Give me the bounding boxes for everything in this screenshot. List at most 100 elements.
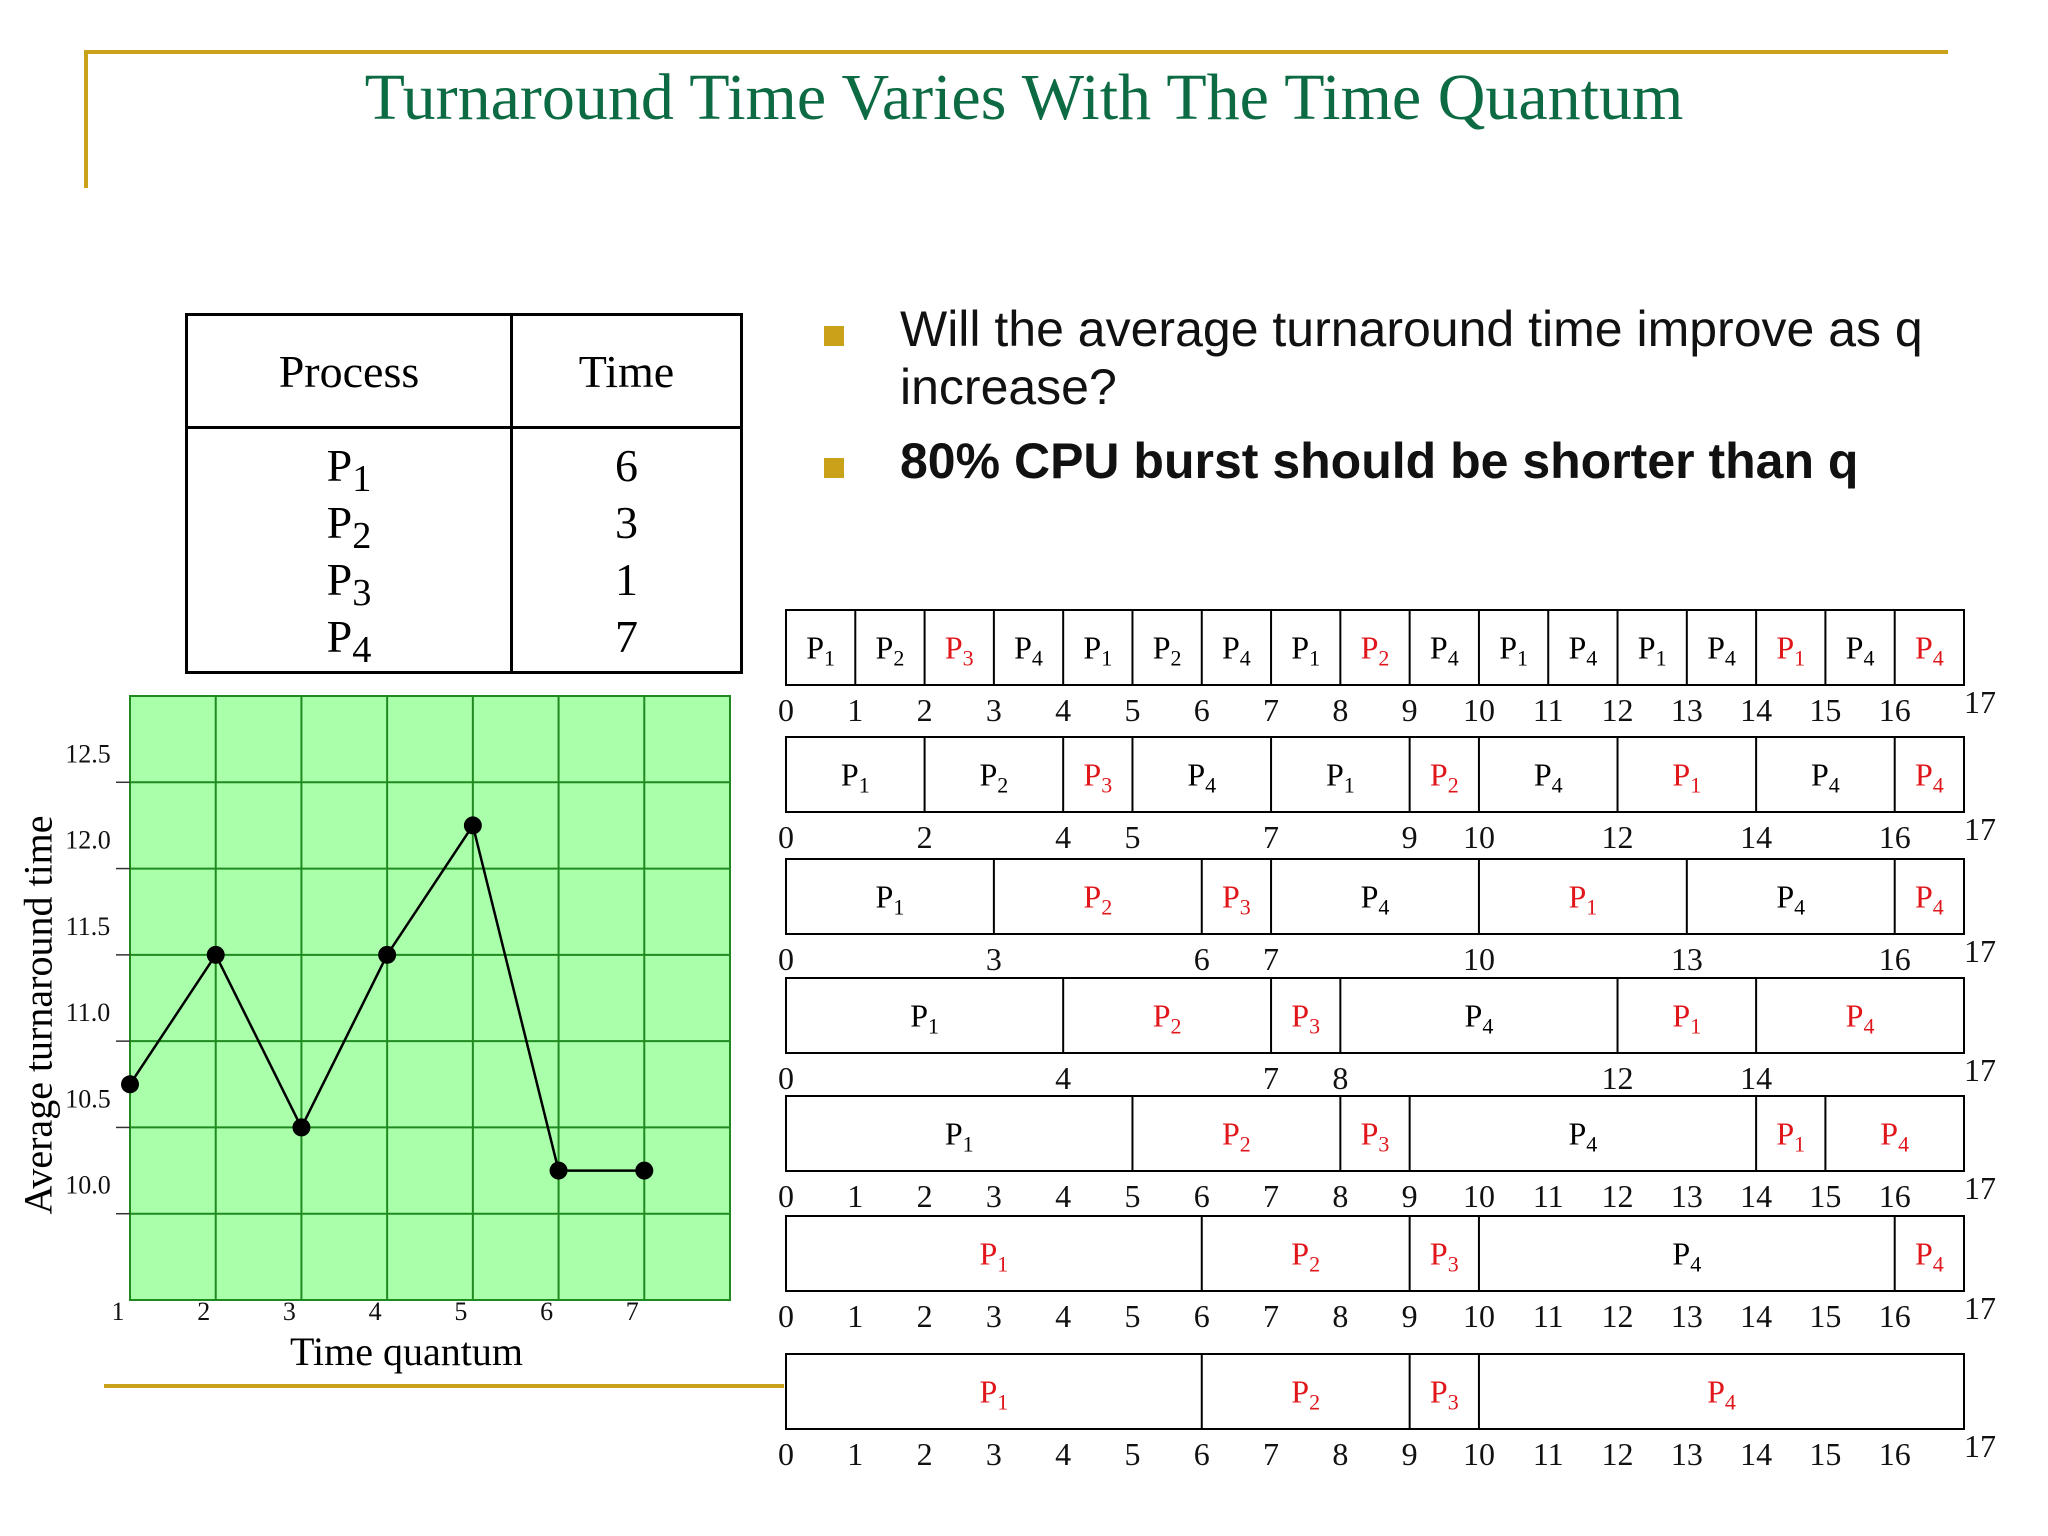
process-column-header: Process (186, 314, 512, 429)
chart-x-axis-label: Time quantum (290, 1329, 523, 1374)
gantt-tick-label: 16 (1879, 1436, 1911, 1472)
gantt-tick-label: 0 (778, 941, 794, 977)
turnaround-line-chart: 10.0 10.5 11.0 11.5 12.0 12.5 1 2 3 4 5 6 7 (65, 695, 731, 1326)
gantt-tick-label: 3 (986, 1298, 1002, 1334)
slide-title: Turnaround Time Varies With The Time Qua… (364, 61, 1684, 134)
gantt-tick-label: 12 (1602, 1298, 1634, 1334)
gantt-tick-label: 0 (778, 1178, 794, 1214)
data-point (463, 816, 482, 835)
gantt-row: P1 P2 P3 P4 P1 P2 P4 P1 P2 P4 P1 P4 P1 P4 P1 P4 P40 1 2 3 4 5… (778, 609, 1996, 728)
gantt-tick-label: 3 (986, 1436, 1002, 1472)
process-time: 1 (615, 554, 638, 605)
gantt-tick-label: 3 (986, 1178, 1002, 1214)
gantt-tick-label: 8 (1332, 1436, 1348, 1472)
gantt-tick-label: 12 (1602, 1178, 1634, 1214)
data-point (121, 1075, 139, 1094)
gantt-tick-label: 16 (1879, 941, 1911, 977)
gantt-tick-label: 11 (1533, 1436, 1564, 1472)
gantt-tick-label: 15 (1809, 692, 1841, 728)
gantt-tick-label: 2 (917, 1436, 933, 1472)
bullet-list: Will the average turnaround time improve… (820, 300, 2020, 506)
gantt-tick-label: 5 (1124, 1436, 1140, 1472)
gantt-tick-label: 7 (1263, 692, 1279, 728)
bullet-square-icon (824, 458, 844, 478)
gantt-tick-label: 17 (1964, 811, 1996, 847)
gantt-tick-label: 12 (1602, 692, 1634, 728)
gantt-row-frame (785, 858, 1965, 935)
y-tick-label: 11.5 (66, 912, 111, 941)
gantt-tick-label: 15 (1809, 1436, 1841, 1472)
gantt-charts: P1 P2 P3 P4 P1 P2 P4 P1 P2 P4 P1 P4 P1 P4 P1 P4 P40 1 2 3 4 5… (778, 609, 1996, 1472)
gantt-tick-label: 2 (917, 819, 933, 855)
gantt-tick-label: 14 (1740, 1298, 1772, 1334)
gantt-row-frame (785, 1095, 1965, 1172)
gantt-tick-label: 3 (986, 692, 1002, 728)
gantt-tick-label: 10 (1463, 1298, 1495, 1334)
gantt-row-frame (785, 1215, 1965, 1292)
gantt-tick-label: 12 (1602, 1060, 1634, 1096)
gantt-tick-label: 8 (1332, 692, 1348, 728)
process-time: 7 (615, 611, 638, 662)
gantt-tick-label: 4 (1055, 1060, 1071, 1096)
gantt-row: P1 P2 P3 P4 P40 1 2 3 4 5 6 7 8 9 10 11 12 13 14 15 16 17 (778, 1215, 1996, 1334)
gantt-tick-label: 10 (1463, 941, 1495, 977)
gantt-row: P1 P2 P3 P4 P1 P2 P4 P1 P4 P40 2 4 5 7 9 10 12 14 16 17 (778, 736, 1996, 855)
process-table: Process Time P1 P2 P3 P4 6 3 1 7 (185, 313, 743, 674)
gantt-block-label: P4 (1361, 879, 1390, 920)
gantt-tick-label: 14 (1740, 692, 1772, 728)
gantt-tick-label: 7 (1263, 1060, 1279, 1096)
process-name: P3 (326, 554, 372, 615)
time-column-header: Time (510, 314, 742, 429)
gantt-tick-label: 14 (1740, 819, 1772, 855)
gantt-tick-label: 0 (778, 1298, 794, 1334)
gantt-tick-label: 13 (1671, 692, 1703, 728)
gantt-tick-label: 11 (1533, 1178, 1564, 1214)
data-point (206, 945, 225, 964)
gantt-tick-label: 6 (1194, 1178, 1210, 1214)
gantt-tick-label: 4 (1055, 692, 1071, 728)
gantt-tick-label: 1 (847, 1298, 863, 1334)
gantt-tick-label: 7 (1263, 1298, 1279, 1334)
gantt-tick-label: 14 (1740, 1060, 1772, 1096)
gantt-tick-label: 9 (1402, 1436, 1418, 1472)
gantt-tick-label: 17 (1964, 933, 1996, 969)
gantt-tick-label: 8 (1332, 1298, 1348, 1334)
gantt-row: P1 P2 P3 P4 P1 P40 4 7 8 12 14 17 (778, 977, 1996, 1096)
gantt-tick-label: 5 (1124, 1178, 1140, 1214)
gantt-tick-label: 0 (778, 692, 794, 728)
gantt-tick-label: 17 (1964, 1428, 1996, 1464)
gantt-row-frame (785, 1353, 1965, 1430)
bullet-square-icon (824, 326, 844, 346)
gantt-tick-label: 14 (1740, 1178, 1772, 1214)
bullet-item: 80% CPU burst should be shorter than q (820, 432, 2020, 490)
gantt-tick-label: 2 (917, 1298, 933, 1334)
gantt-tick-label: 10 (1463, 819, 1495, 855)
gantt-tick-label: 0 (778, 1436, 794, 1472)
gantt-tick-label: 10 (1463, 1178, 1495, 1214)
gantt-tick-label: 4 (1055, 819, 1071, 855)
gantt-tick-label: 13 (1671, 1298, 1703, 1334)
bottom-rule (104, 1384, 784, 1388)
gantt-tick-label: 9 (1402, 819, 1418, 855)
gantt-tick-label: 12 (1602, 1436, 1634, 1472)
x-tick-label: 4 (369, 1297, 382, 1326)
gantt-tick-label: 5 (1124, 819, 1140, 855)
gantt-tick-label: 15 (1809, 1178, 1841, 1214)
data-point (549, 1161, 568, 1180)
gantt-tick-label: 17 (1964, 684, 1996, 720)
gantt-row-frame (785, 736, 1965, 813)
bullet-item: Will the average turnaround time improve… (820, 300, 2020, 416)
gantt-tick-label: 9 (1402, 1178, 1418, 1214)
bullet-text: Will the average turnaround time improve… (900, 301, 1923, 415)
gantt-tick-label: 12 (1602, 819, 1634, 855)
gantt-tick-label: 15 (1809, 1298, 1841, 1334)
y-tick-label: 10.0 (65, 1171, 111, 1200)
gantt-tick-label: 0 (778, 1060, 794, 1096)
gantt-tick-label: 11 (1533, 692, 1564, 728)
gantt-block-label: P1 (979, 1374, 1008, 1415)
process-times: 6 3 1 7 (510, 427, 742, 673)
gantt-tick-label: 1 (847, 692, 863, 728)
x-tick-label: 6 (540, 1297, 553, 1326)
gantt-row: P1 P2 P3 P40 1 2 3 4 5 6 7 8 9 10 11 12 13 14 15 16 17 (778, 1353, 1996, 1472)
gantt-tick-label: 17 (1964, 1290, 1996, 1326)
